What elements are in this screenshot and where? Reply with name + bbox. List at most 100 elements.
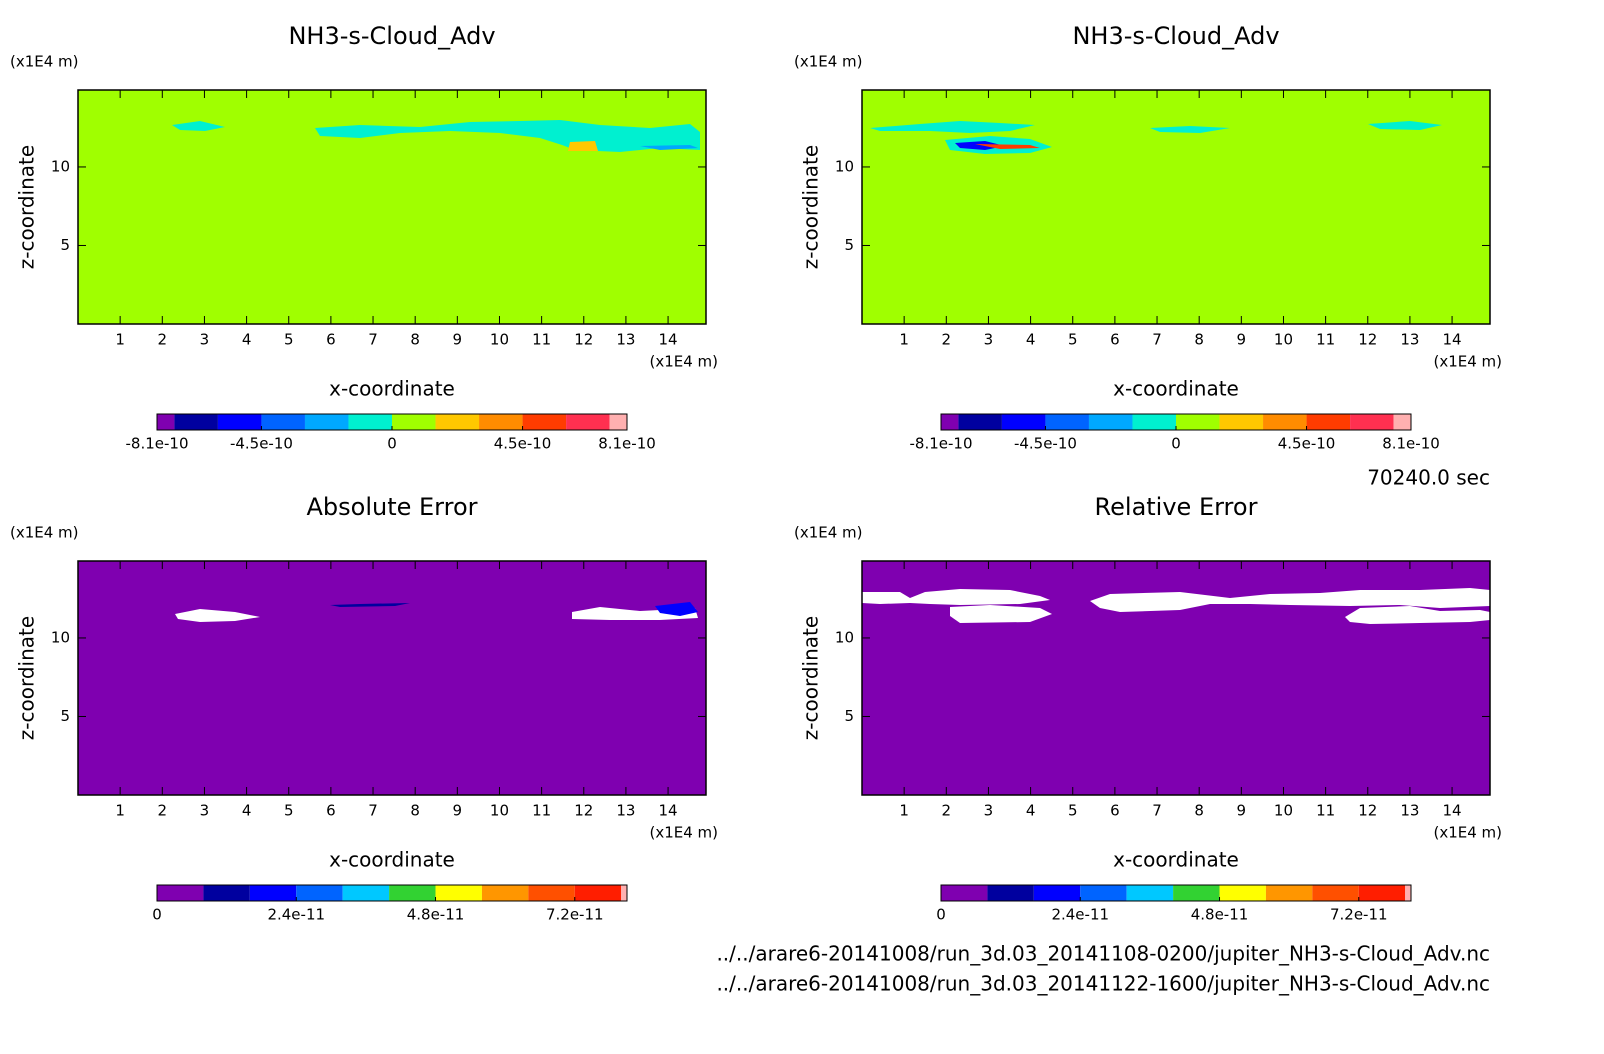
colorbar-tick-label: -8.1e-10 xyxy=(126,435,189,453)
x-tick-label: 7 xyxy=(1152,802,1162,820)
colorbar-band xyxy=(1080,885,1127,901)
x-tick-label: 3 xyxy=(984,802,994,820)
x-tick-label: 11 xyxy=(1316,331,1335,349)
colorbar-band xyxy=(1173,885,1220,901)
y-tick-label: 10 xyxy=(51,628,70,646)
x-tick-label: 6 xyxy=(326,331,336,349)
colorbar-band xyxy=(435,414,480,430)
colorbar-tick-label: 0 xyxy=(387,435,397,453)
colorbar-band xyxy=(1393,414,1411,430)
colorbar-band xyxy=(435,885,482,901)
colorbar-tick-label: -8.1e-10 xyxy=(910,435,973,453)
colorbar-band xyxy=(157,885,204,901)
x-tick-label: 4 xyxy=(242,802,252,820)
colorbar-band xyxy=(1306,414,1351,430)
x-tick-label: 5 xyxy=(284,802,294,820)
x-tick-label: 2 xyxy=(158,331,168,349)
x-tick-label: 11 xyxy=(1316,802,1335,820)
contour-region xyxy=(862,589,1050,605)
colorbar-band xyxy=(1350,414,1394,430)
x-tick-label: 13 xyxy=(1400,331,1419,349)
x-tick-label: 1 xyxy=(115,802,125,820)
colorbar-band xyxy=(1033,885,1081,901)
colorbar-band xyxy=(342,885,390,901)
x-unit: (x1E4 m) xyxy=(1433,353,1502,371)
y-unit: (x1E4 m) xyxy=(10,524,79,542)
colorbar-band xyxy=(609,414,627,430)
x-tick-label: 13 xyxy=(616,331,635,349)
contour-region xyxy=(950,605,1052,623)
colorbar-band xyxy=(157,414,175,430)
colorbar-band xyxy=(1265,885,1313,901)
x-tick-label: 11 xyxy=(532,331,551,349)
x-tick-label: 8 xyxy=(410,331,420,349)
chart-title: Absolute Error xyxy=(306,493,477,521)
x-tick-label: 12 xyxy=(574,802,593,820)
colorbar-band xyxy=(479,414,523,430)
colorbar-tick-label: 0 xyxy=(152,906,162,924)
x-tick-label: 12 xyxy=(1358,802,1377,820)
x-unit: (x1E4 m) xyxy=(649,353,718,371)
y-tick-label: 5 xyxy=(60,236,70,254)
colorbar-band xyxy=(1088,414,1133,430)
contour-region xyxy=(655,602,698,616)
contour-region xyxy=(175,609,260,622)
plot-frame xyxy=(77,560,707,796)
colorbar-band xyxy=(304,414,349,430)
x-tick-label: 12 xyxy=(574,331,593,349)
colorbar-band xyxy=(481,885,529,901)
x-tick-label: 8 xyxy=(1194,331,1204,349)
colorbar-tick-label: -4.5e-10 xyxy=(230,435,293,453)
contour-region xyxy=(640,145,698,150)
contour-region xyxy=(1368,121,1442,130)
y-tick-label: 10 xyxy=(835,157,854,175)
colorbar-band xyxy=(217,414,262,430)
x-tick-label: 5 xyxy=(284,331,294,349)
x-tick-label: 9 xyxy=(453,331,463,349)
colorbar-band xyxy=(392,414,436,430)
x-tick-label: 5 xyxy=(1068,331,1078,349)
y-tick-label: 5 xyxy=(844,707,854,725)
colorbar-band xyxy=(1001,414,1046,430)
y-tick-label: 10 xyxy=(835,628,854,646)
contour-region xyxy=(568,141,598,151)
contour-region xyxy=(1150,126,1230,133)
y-tick-label: 10 xyxy=(51,157,70,175)
y-tick-label: 5 xyxy=(844,236,854,254)
x-tick-label: 1 xyxy=(115,331,125,349)
time-label: 70240.0 sec xyxy=(1367,466,1490,490)
y-axis-label: z-coordinate xyxy=(15,145,39,269)
x-tick-label: 9 xyxy=(1237,331,1247,349)
colorbar-band xyxy=(621,885,627,901)
contour-region xyxy=(172,121,225,131)
colorbar-band xyxy=(1045,414,1089,430)
colorbar-band xyxy=(348,414,392,430)
colorbar-tick-label: 4.5e-10 xyxy=(1278,435,1336,453)
colorbar-band xyxy=(941,885,988,901)
x-tick-label: 6 xyxy=(1110,331,1120,349)
contour-region xyxy=(330,603,410,607)
x-tick-label: 4 xyxy=(242,331,252,349)
x-tick-label: 10 xyxy=(1274,331,1293,349)
colorbar-tick-label: 0 xyxy=(1171,435,1181,453)
colorbar-band xyxy=(958,414,1002,430)
x-tick-label: 8 xyxy=(1194,802,1204,820)
x-tick-label: 7 xyxy=(368,331,378,349)
x-tick-label: 3 xyxy=(200,331,210,349)
colorbar-band xyxy=(1126,885,1174,901)
plot-frame xyxy=(861,89,1491,325)
x-tick-label: 9 xyxy=(1237,802,1247,820)
colorbar-tick-label: 2.4e-11 xyxy=(1051,906,1109,924)
x-tick-label: 13 xyxy=(1400,802,1419,820)
x-tick-label: 5 xyxy=(1068,802,1078,820)
contour-region xyxy=(870,121,1035,133)
x-tick-label: 1 xyxy=(899,331,909,349)
x-tick-label: 14 xyxy=(1443,331,1462,349)
x-tick-label: 4 xyxy=(1026,802,1036,820)
y-axis-label: z-coordinate xyxy=(799,616,823,740)
x-tick-label: 8 xyxy=(410,802,420,820)
x-tick-label: 11 xyxy=(532,802,551,820)
y-axis-label: z-coordinate xyxy=(15,616,39,740)
